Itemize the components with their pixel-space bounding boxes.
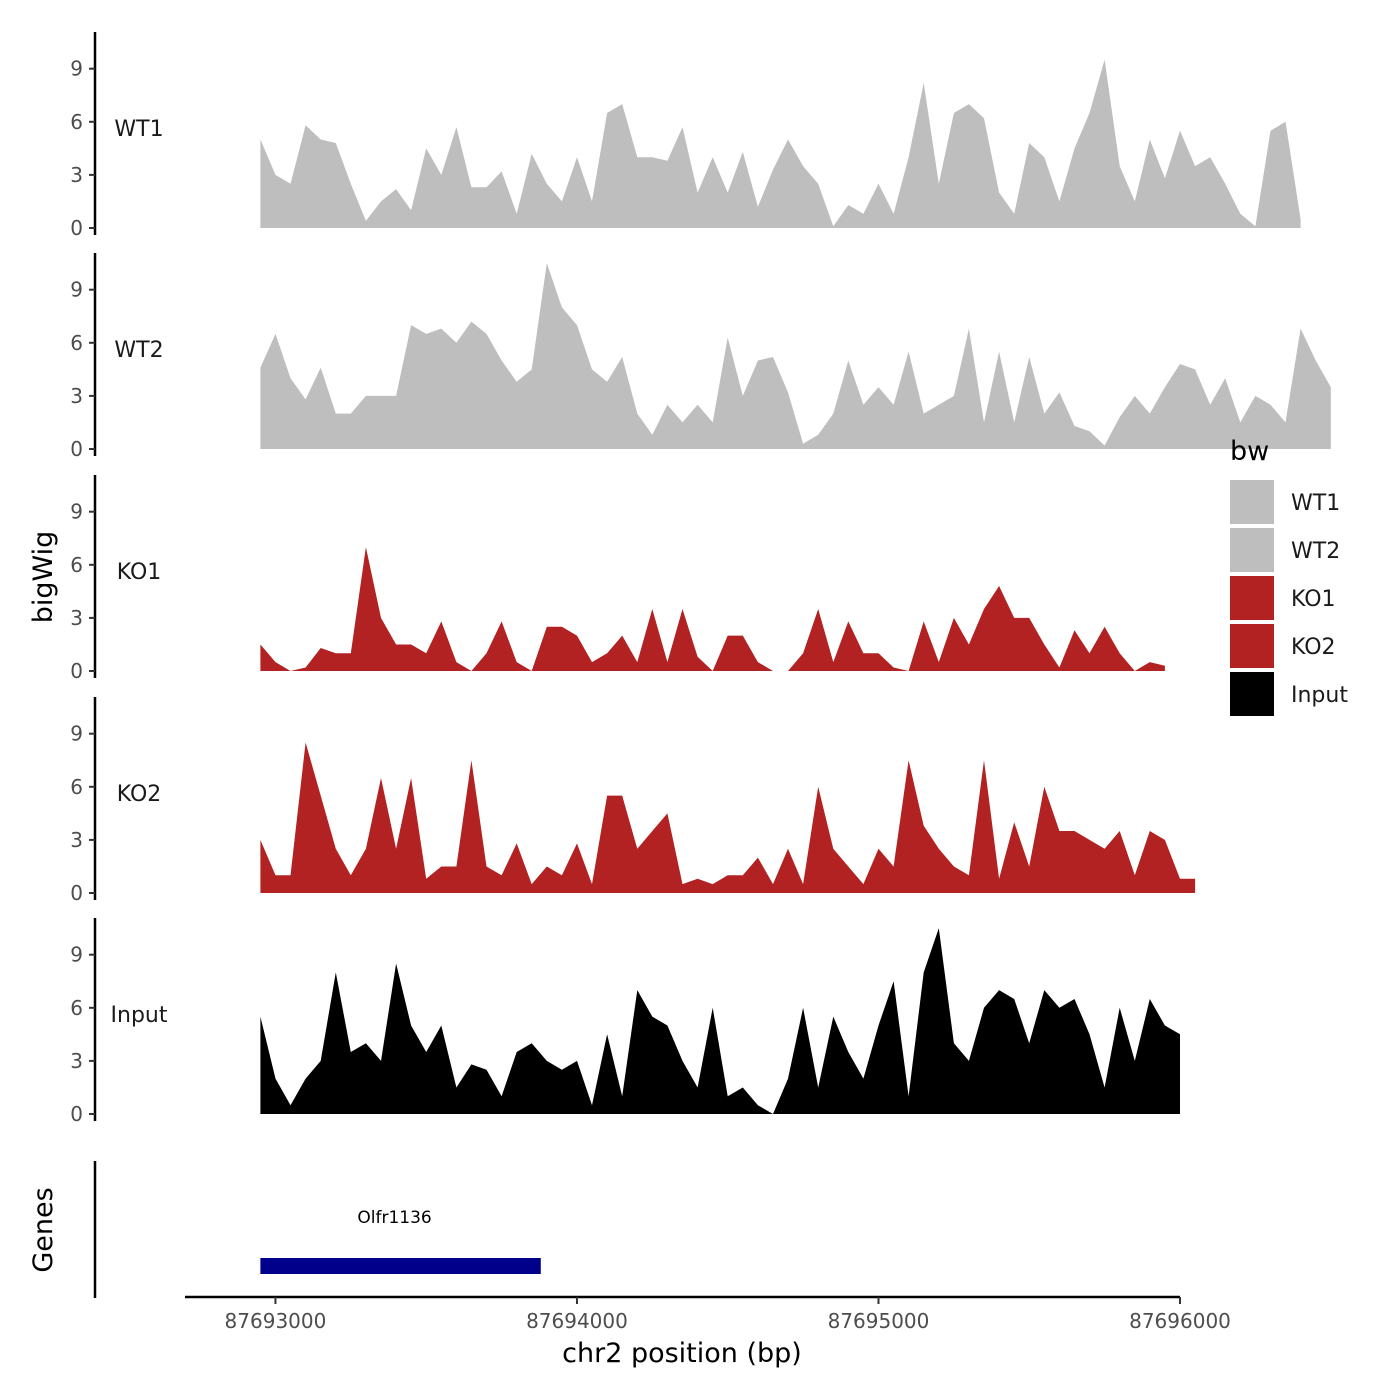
track-wt1: 0 3 6 9 WT1 [70,32,1301,240]
y-tick-label: 9 [70,57,83,81]
y-tick-label: 9 [70,943,83,967]
coverage-tracks: 0 3 6 9 WT1 0 3 6 9 WT2 0 3 6 9 KO1 0 3 6 9 KO2 0 3 6 9 Input [70,32,1331,1126]
y-tick-label: 6 [70,775,83,799]
y-tick-label: 6 [70,331,83,355]
legend-label: WT2 [1291,539,1340,564]
track-label: WT1 [114,117,163,142]
track-input: 0 3 6 9 Input [70,918,1180,1126]
y-tick-label: 9 [70,500,83,524]
y-tick-label: 0 [70,881,83,905]
legend-swatch-input [1230,672,1274,716]
track-label: Input [111,1003,168,1028]
legend-label: KO2 [1291,635,1336,660]
track-label: KO1 [117,560,162,585]
track-label: KO2 [117,782,162,807]
legend-swatch-wt2 [1230,528,1274,572]
y-tick-label: 3 [70,828,83,852]
y-tick-label: 9 [70,722,83,746]
legend-swatch-ko1 [1230,576,1274,620]
y-tick-label: 0 [70,437,83,461]
x-axis: 87693000 87694000 87695000 87696000 [185,1295,1231,1333]
coverage-area-input [260,928,1180,1114]
track-label: WT2 [114,338,163,363]
gene-label: Olfr1136 [357,1208,431,1228]
x-axis-title: chr2 position (bp) [562,1338,802,1369]
x-tick-label: 87696000 [1129,1309,1231,1333]
x-tick-label: 87694000 [526,1309,628,1333]
coverage-area-wt1 [260,59,1301,228]
y-tick-label: 9 [70,278,83,302]
legend-title: bw [1230,436,1269,467]
track-wt2: 0 3 6 9 WT2 [70,253,1331,461]
y-tick-label: 0 [70,1102,83,1126]
y-tick-label: 3 [70,1049,83,1073]
coverage-area-ko2 [260,742,1196,893]
x-tick-label: 87693000 [225,1309,327,1333]
y-tick-label: 0 [70,216,83,240]
track-ko2: 0 3 6 9 KO2 [70,697,1196,905]
y-tick-label: 3 [70,163,83,187]
x-tick-label: 87695000 [828,1309,930,1333]
gene-panel-title: Genes [28,1187,59,1272]
y-tick-label: 3 [70,606,83,630]
y-tick-label: 3 [70,384,83,408]
y-tick-label: 6 [70,553,83,577]
coverage-area-ko1 [260,547,1165,671]
track-ko1: 0 3 6 9 KO1 [70,475,1165,683]
legend-label: KO1 [1291,587,1336,612]
gene-body-olfr1136 [260,1258,541,1274]
legend-swatch-wt1 [1230,480,1274,524]
gene-panel: Olfr1136 [93,1161,541,1298]
legend-label: WT1 [1291,491,1340,516]
y-tick-label: 0 [70,659,83,683]
y-tick-label: 6 [70,996,83,1020]
legend: bw WT1 WT2 KO1 KO2 Input [1230,436,1348,716]
legend-swatch-ko2 [1230,624,1274,668]
legend-label: Input [1291,683,1348,708]
y-tick-label: 6 [70,110,83,134]
y-axis-title: bigWig [28,531,59,624]
coverage-area-wt2 [260,263,1331,449]
